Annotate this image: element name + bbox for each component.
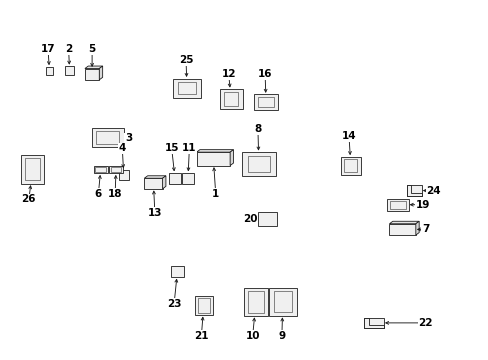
Polygon shape <box>230 150 233 166</box>
Bar <box>196 152 230 166</box>
Bar <box>248 291 263 312</box>
Bar <box>386 198 408 211</box>
Polygon shape <box>196 150 233 152</box>
Polygon shape <box>85 66 102 68</box>
Polygon shape <box>363 318 383 328</box>
Bar <box>268 288 296 316</box>
Text: 12: 12 <box>221 69 235 79</box>
Text: 16: 16 <box>257 69 272 79</box>
Text: 18: 18 <box>108 189 122 199</box>
Bar <box>194 296 212 315</box>
Text: 14: 14 <box>341 131 356 141</box>
Bar <box>119 170 128 180</box>
Text: 25: 25 <box>179 55 193 65</box>
Polygon shape <box>144 176 165 178</box>
Bar <box>85 68 99 80</box>
Text: 15: 15 <box>164 143 179 153</box>
Bar <box>25 158 40 180</box>
Bar <box>109 166 123 173</box>
Bar <box>95 167 106 172</box>
Text: 13: 13 <box>147 208 162 218</box>
Text: 10: 10 <box>245 331 259 341</box>
Bar <box>254 94 278 110</box>
Bar <box>258 97 274 108</box>
Bar <box>45 67 53 75</box>
Bar <box>224 92 238 105</box>
Text: 3: 3 <box>124 133 132 143</box>
Text: 6: 6 <box>95 189 102 199</box>
Text: 22: 22 <box>418 318 432 328</box>
Polygon shape <box>415 221 418 235</box>
Bar <box>219 89 242 109</box>
Bar <box>257 212 277 225</box>
Bar <box>182 173 194 184</box>
Bar <box>244 288 267 316</box>
Text: 9: 9 <box>278 331 285 341</box>
Bar <box>407 185 421 196</box>
Bar <box>340 157 360 175</box>
Bar <box>65 66 74 75</box>
Polygon shape <box>99 66 102 80</box>
Bar <box>169 173 181 184</box>
Bar <box>247 157 269 172</box>
Bar <box>111 167 121 172</box>
Bar <box>388 224 415 235</box>
Text: 19: 19 <box>415 200 429 210</box>
Polygon shape <box>407 185 421 196</box>
Bar <box>344 159 357 172</box>
Bar <box>198 298 209 312</box>
Text: 20: 20 <box>243 214 257 224</box>
Bar <box>96 131 119 144</box>
Bar <box>173 78 201 98</box>
Text: 2: 2 <box>65 45 72 54</box>
Text: 1: 1 <box>212 189 219 199</box>
Bar <box>21 155 44 184</box>
Polygon shape <box>162 176 165 189</box>
Bar <box>178 82 196 94</box>
Bar <box>242 152 275 176</box>
Bar <box>170 266 184 277</box>
Bar <box>91 128 124 147</box>
Bar <box>144 178 162 189</box>
Bar <box>363 318 383 328</box>
Polygon shape <box>388 221 418 224</box>
Bar <box>93 166 108 173</box>
Text: 8: 8 <box>254 124 261 134</box>
Text: 26: 26 <box>21 194 36 204</box>
Text: 21: 21 <box>194 331 208 341</box>
Text: 17: 17 <box>41 45 55 54</box>
Text: 24: 24 <box>426 186 440 195</box>
Text: 7: 7 <box>421 224 428 234</box>
Text: 5: 5 <box>88 45 96 54</box>
Text: 4: 4 <box>119 143 126 153</box>
Text: 23: 23 <box>166 299 181 309</box>
Bar <box>389 201 405 209</box>
Text: 11: 11 <box>182 143 196 153</box>
Bar <box>273 291 291 312</box>
